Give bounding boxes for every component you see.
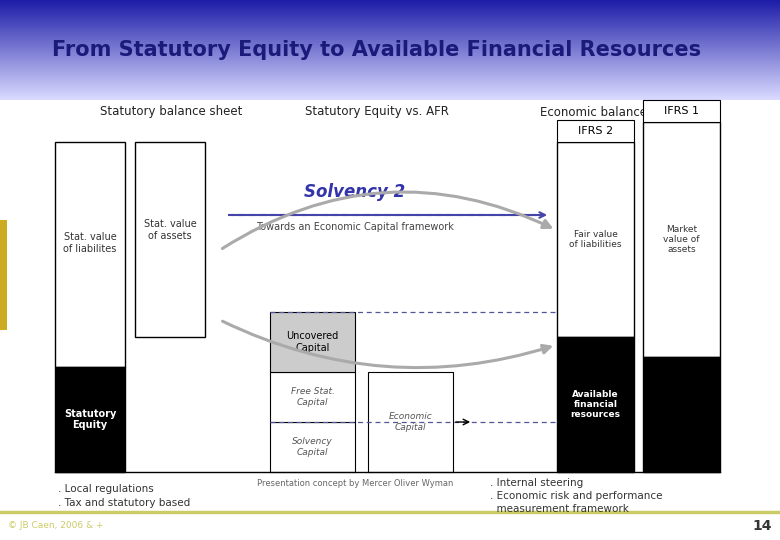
Text: Uncovered
Capital: Uncovered Capital <box>286 331 339 353</box>
Bar <box>0 45 780 48</box>
Bar <box>0 53 780 56</box>
Bar <box>0 71 780 74</box>
Bar <box>55 142 125 367</box>
Bar <box>0 79 780 82</box>
Text: Statutory Equity vs. AFR: Statutory Equity vs. AFR <box>305 105 448 118</box>
Bar <box>55 367 125 472</box>
Bar <box>0 33 780 36</box>
Text: Solvency 2: Solvency 2 <box>304 183 406 201</box>
Text: From Statutory Equity to Available Financial Resources: From Statutory Equity to Available Finan… <box>52 40 701 60</box>
Bar <box>0 37 780 40</box>
Bar <box>0 91 780 94</box>
Bar <box>0 19 780 22</box>
Text: 14: 14 <box>753 519 772 533</box>
Bar <box>0 17 780 20</box>
Text: Stat. value
of liabilites: Stat. value of liabilites <box>63 232 117 254</box>
Bar <box>643 100 720 122</box>
Text: . Local regulations
. Tax and statutory based: . Local regulations . Tax and statutory … <box>58 484 190 508</box>
Bar <box>368 372 453 472</box>
Bar <box>0 73 780 76</box>
Text: Stat. value
of assets: Stat. value of assets <box>144 219 197 240</box>
Text: Available
financial
resources: Available financial resources <box>570 389 621 420</box>
Bar <box>0 64 780 66</box>
Text: Economic
Capital: Economic Capital <box>388 413 432 431</box>
Bar <box>0 220 7 330</box>
Bar <box>0 24 780 26</box>
Bar <box>0 3 780 6</box>
Bar <box>270 372 355 422</box>
Text: Statutory
Equity: Statutory Equity <box>64 409 116 430</box>
Bar <box>0 84 780 86</box>
Bar <box>0 59 780 62</box>
Bar <box>135 142 205 337</box>
Bar <box>557 142 634 337</box>
Bar <box>0 25 780 28</box>
Bar <box>0 31 780 34</box>
Bar <box>0 82 780 84</box>
Text: © JB Caen, 2006 & +: © JB Caen, 2006 & + <box>8 522 104 530</box>
Text: Fair value
of liabilities: Fair value of liabilities <box>569 230 622 249</box>
Text: Market
value of
assets: Market value of assets <box>663 225 700 254</box>
Bar <box>0 57 780 60</box>
Bar <box>0 10 780 12</box>
Text: IFRS 1: IFRS 1 <box>664 106 699 116</box>
Bar <box>0 78 780 80</box>
Bar <box>0 28 780 30</box>
FancyArrowPatch shape <box>222 192 551 248</box>
Bar <box>0 512 780 540</box>
Bar <box>0 11 780 14</box>
Text: Towards an Economic Capital framework: Towards an Economic Capital framework <box>256 222 454 232</box>
Bar <box>0 98 780 100</box>
Bar <box>643 357 720 472</box>
Bar <box>0 14 780 16</box>
Bar <box>0 8 780 10</box>
Bar <box>0 68 780 70</box>
Text: Free Stat.
Capital: Free Stat. Capital <box>291 387 335 407</box>
Bar <box>0 85 780 88</box>
Bar <box>0 5 780 8</box>
Bar <box>557 337 634 472</box>
Bar <box>0 50 780 52</box>
Bar <box>0 0 780 2</box>
Bar <box>0 48 780 50</box>
Text: Economic balance sheet: Economic balance sheet <box>540 105 683 118</box>
Bar <box>643 122 720 357</box>
Bar <box>270 312 355 372</box>
Text: . Internal steering
. Economic risk and performance
  measurement framework: . Internal steering . Economic risk and … <box>490 478 662 514</box>
Bar <box>0 51 780 54</box>
Bar <box>0 100 780 512</box>
Bar <box>0 56 780 58</box>
Text: IFRS 2: IFRS 2 <box>578 126 613 136</box>
Bar <box>0 36 780 38</box>
FancyArrowPatch shape <box>222 321 550 368</box>
Bar <box>0 30 780 32</box>
Bar <box>0 65 780 68</box>
Bar <box>0 39 780 42</box>
Bar <box>0 93 780 96</box>
Bar <box>0 76 780 78</box>
Bar <box>0 2 780 4</box>
Bar <box>0 90 780 92</box>
Bar <box>0 16 780 18</box>
Bar <box>0 87 780 90</box>
Bar <box>0 22 780 24</box>
Text: Statutory balance sheet: Statutory balance sheet <box>100 105 243 118</box>
Text: Presentation concept by Mercer Oliver Wyman: Presentation concept by Mercer Oliver Wy… <box>257 478 453 488</box>
Bar <box>0 44 780 46</box>
Bar <box>0 70 780 72</box>
Bar <box>270 422 355 472</box>
Bar <box>0 42 780 44</box>
Bar <box>0 62 780 64</box>
Bar <box>557 120 634 142</box>
Bar <box>0 96 780 98</box>
Text: Solvency
Capital: Solvency Capital <box>292 437 333 457</box>
